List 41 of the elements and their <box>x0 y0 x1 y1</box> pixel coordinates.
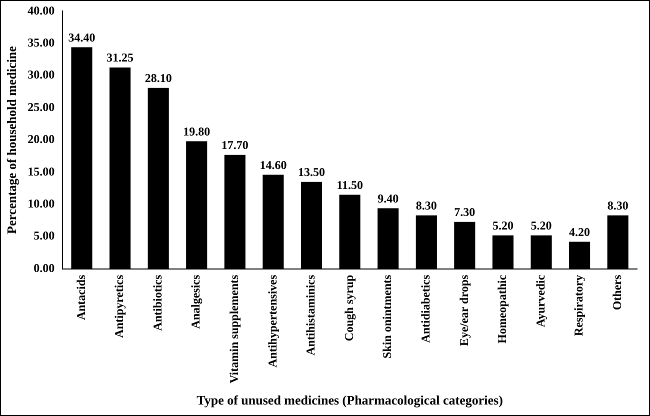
x-tick-label: Antipyretics <box>112 274 126 338</box>
x-tick-label: Antibiotics <box>150 274 164 331</box>
y-tick-label: 0.00 <box>34 260 55 275</box>
y-tick-label: 15.00 <box>28 164 55 178</box>
data-label: 13.50 <box>298 164 326 179</box>
data-label: 28.10 <box>144 70 172 85</box>
y-tick-label: 25.00 <box>28 100 55 114</box>
data-label: 5.20 <box>530 218 552 232</box>
data-label: 34.40 <box>68 30 96 44</box>
x-tick-label: Vitamin supplements <box>227 274 242 384</box>
data-label: 17.70 <box>221 138 248 152</box>
data-label: 19.80 <box>183 124 210 138</box>
data-label: 4.20 <box>569 224 590 239</box>
x-tick-label: Others <box>610 274 624 310</box>
data-label: 31.25 <box>106 50 134 65</box>
x-axis-title: Type of unused medicines (Pharmacological categories) <box>196 392 503 408</box>
x-tick-label: Cough syrup <box>342 274 356 342</box>
x-tick-label: Respiratory <box>572 274 586 336</box>
y-axis-title: Percentage of household medicine <box>4 46 20 234</box>
data-label: 5.20 <box>492 218 514 232</box>
x-tick-label: Eye/ear drops <box>456 274 471 346</box>
x-tick-label: Antihypertensives <box>265 274 280 368</box>
x-tick-label: Antidiabetics <box>418 274 432 343</box>
data-label: 8.30 <box>607 198 628 212</box>
x-tick-label: Antacids <box>74 274 88 320</box>
data-label: 11.50 <box>336 178 363 192</box>
data-label: 14.60 <box>260 158 287 172</box>
y-tick-label: 35.00 <box>28 36 55 50</box>
data-label: 7.30 <box>454 204 476 219</box>
y-tick-label: 40.00 <box>28 3 55 18</box>
x-tick-label: Ayurvedic <box>533 274 548 328</box>
y-tick-label: 5.00 <box>34 228 55 243</box>
data-label: 8.30 <box>416 198 437 212</box>
x-tick-label: Homeopathic <box>495 274 510 344</box>
data-label: 9.40 <box>378 191 399 206</box>
y-tick-label: 30.00 <box>28 68 55 82</box>
x-tick-label: Analgesics <box>188 274 203 329</box>
y-tick-label: 10.00 <box>28 196 55 211</box>
x-tick-label: Skin onintments <box>380 274 394 359</box>
y-tick-label: 20.00 <box>28 132 55 146</box>
x-tick-label: Antihistaminics <box>304 274 318 356</box>
